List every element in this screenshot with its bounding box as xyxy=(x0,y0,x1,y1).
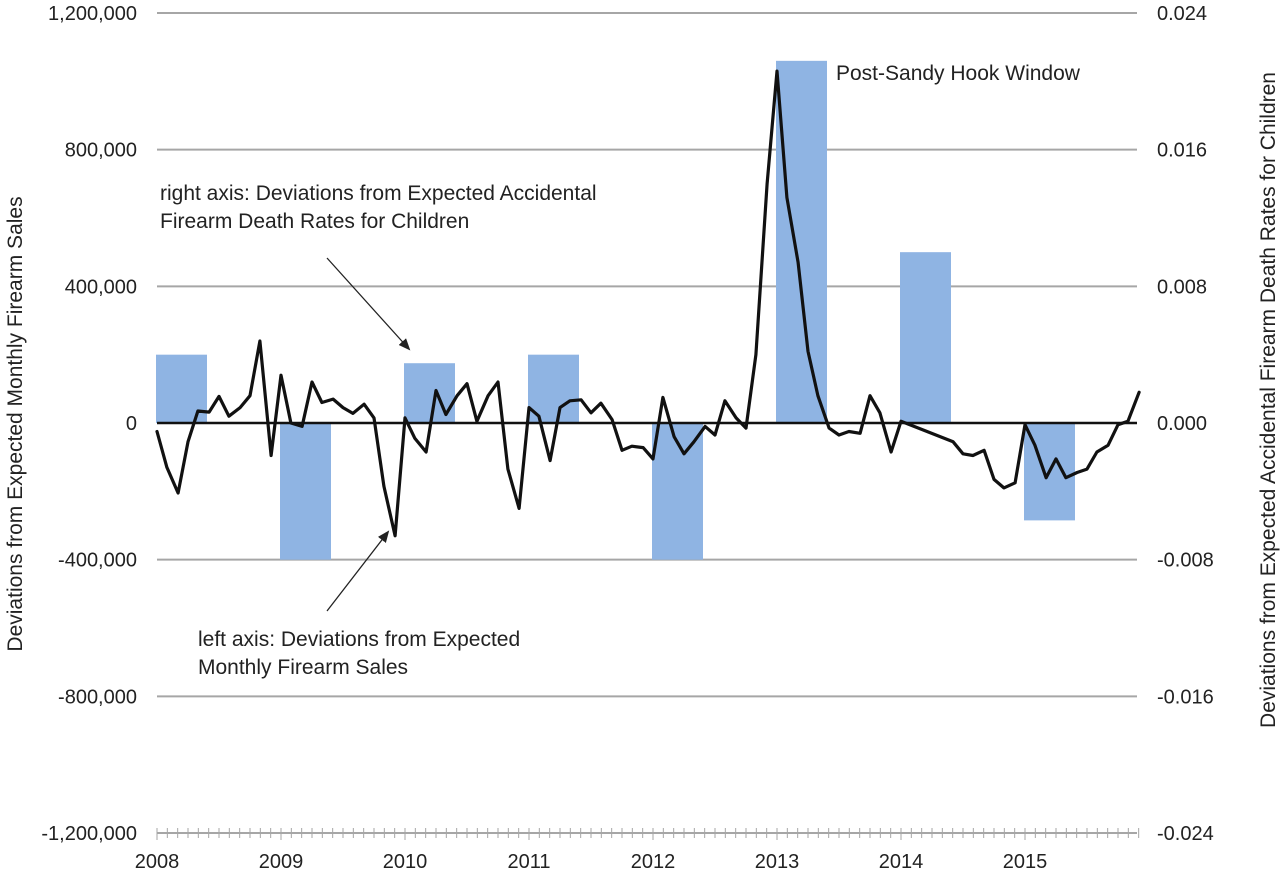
x-tick-label-2012: 2012 xyxy=(631,851,676,873)
right-tick-label-2: 0.008 xyxy=(1157,276,1207,298)
right-tick-label-5: -0.016 xyxy=(1157,686,1214,708)
right-axis-note-line-2: Firearm Death Rates for Children xyxy=(160,210,469,233)
x-tick-label-2009: 2009 xyxy=(259,851,304,873)
left-axis-note-line-1: left axis: Deviations from Expected xyxy=(198,628,520,651)
x-tick-label-2013: 2013 xyxy=(755,851,800,873)
x-tick-label-2014: 2014 xyxy=(879,851,924,873)
left-tick-label-5: -800,000 xyxy=(58,686,137,708)
post-sandy-hook-label: Post-Sandy Hook Window xyxy=(836,62,1081,85)
left-tick-label-6: -1,200,000 xyxy=(41,823,137,845)
left-tick-label-2: 400,000 xyxy=(65,276,137,298)
bar-1 xyxy=(280,423,331,560)
gridlines xyxy=(157,12,1137,698)
x-axis: 2008 2009 2010 2011 2012 2013 2014 2015 xyxy=(135,828,1140,873)
bar-5 xyxy=(776,60,827,423)
bar-3 xyxy=(528,354,579,423)
right-axis-title: Deviations from Expected Accidental Fire… xyxy=(1257,72,1280,728)
right-tick-label-3: 0.000 xyxy=(1157,413,1207,435)
right-axis-note-arrow xyxy=(326,257,411,351)
right-tick-label-4: -0.008 xyxy=(1157,550,1214,572)
left-tick-label-0: 1,200,000 xyxy=(48,3,137,25)
left-tick-label-1: 800,000 xyxy=(65,140,137,162)
x-tick-label-2015: 2015 xyxy=(1003,851,1048,873)
right-tick-label-6: -0.024 xyxy=(1157,823,1214,845)
left-axis-ticks: 1,200,000 800,000 400,000 0 -400,000 -800,000… xyxy=(41,3,137,845)
bar-series xyxy=(156,60,1075,560)
right-axis-ticks: 0.024 0.016 0.008 0.000 -0.008 -0.016 -0.024 xyxy=(1157,3,1214,845)
x-tick-label-2008: 2008 xyxy=(135,851,180,873)
right-tick-label-1: 0.016 xyxy=(1157,140,1207,162)
right-axis-note-line-1: right axis: Deviations from Expected Acc… xyxy=(160,182,597,205)
left-axis-note-arrow xyxy=(326,530,390,612)
left-axis-note-line-2: Monthly Firearm Sales xyxy=(198,656,408,679)
bar-6 xyxy=(900,252,951,423)
firearm-sales-line xyxy=(155,69,1141,538)
x-tick-label-2011: 2011 xyxy=(507,851,550,873)
left-tick-label-3: 0 xyxy=(126,413,137,435)
left-axis-title: Deviations from Expected Monthly Firearm… xyxy=(4,196,27,651)
line-series xyxy=(155,69,1141,538)
right-tick-label-0: 0.024 xyxy=(1157,3,1207,25)
bar-4 xyxy=(652,423,703,560)
x-tick-label-2010: 2010 xyxy=(383,851,428,873)
left-tick-label-4: -400,000 xyxy=(58,550,137,572)
